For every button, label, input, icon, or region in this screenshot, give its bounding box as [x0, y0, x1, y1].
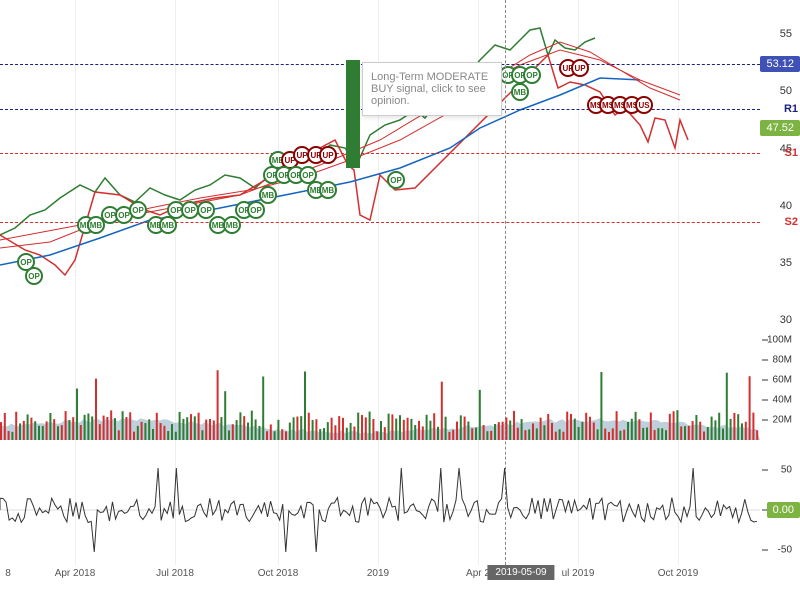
- signal-marker-up[interactable]: UP: [319, 146, 337, 164]
- time-tick: Apr 2018: [55, 568, 96, 579]
- oscillator-tick: 50: [781, 465, 792, 476]
- oscillator-chart[interactable]: [0, 460, 760, 560]
- volume-svg: [0, 340, 760, 440]
- signal-marker-mb[interactable]: MB: [223, 216, 241, 234]
- volume-axis: 100M80M60M40M20M: [760, 340, 800, 440]
- time-tick: Oct 2019: [658, 568, 699, 579]
- sma-blue: [0, 78, 640, 265]
- oscillator-axis: 500-50 0.00: [760, 460, 800, 560]
- volume-chart[interactable]: [0, 340, 760, 440]
- price-tick: 30: [780, 314, 792, 326]
- signal-marker-mb[interactable]: MB: [511, 83, 529, 101]
- price-tick: 35: [780, 257, 792, 269]
- level-line: [0, 153, 760, 154]
- signal-marker-op[interactable]: OP: [197, 201, 215, 219]
- time-axis: 8 Apr 2018 Jul 2018 Oct 2018 2019 Apr 2 ul 201…: [0, 568, 760, 598]
- signal-marker-up[interactable]: UP: [571, 59, 589, 77]
- volume-tick: 100M: [767, 335, 792, 346]
- signal-marker-op[interactable]: OP: [25, 267, 43, 285]
- price-axis: 303540455055 53.1247.52: [760, 0, 800, 320]
- volume-tick: 80M: [773, 355, 792, 366]
- level-label: S2: [785, 216, 798, 228]
- price-tick: 50: [780, 85, 792, 97]
- signal-marker-op[interactable]: OP: [247, 201, 265, 219]
- price-svg: [0, 0, 760, 320]
- volume-tick: 60M: [773, 375, 792, 386]
- signal-tooltip[interactable]: Long-Term MODERATE BUY signal, click to …: [362, 62, 502, 116]
- highlight-bar: [346, 60, 360, 168]
- crosshair-date: 2019-05-09: [495, 567, 546, 578]
- volume-tick: 40M: [773, 395, 792, 406]
- price-tag: 53.12: [760, 56, 800, 72]
- time-tick: ul 2019: [562, 568, 595, 579]
- oscillator-tick: -50: [778, 545, 792, 556]
- oscillator-value: 0.00: [773, 504, 794, 516]
- signal-marker-op[interactable]: OP: [523, 66, 541, 84]
- oscillator-value-tag: 0.00: [767, 502, 800, 518]
- time-tick: Apr 2: [466, 568, 490, 579]
- tooltip-text: Long-Term MODERATE BUY signal, click to …: [371, 71, 488, 107]
- signal-marker-mb[interactable]: MB: [259, 186, 277, 204]
- signal-marker-op[interactable]: OP: [129, 201, 147, 219]
- time-tick: 2019: [367, 568, 389, 579]
- time-tick: Oct 2018: [258, 568, 299, 579]
- time-tick: 8: [5, 568, 11, 579]
- time-tick: Jul 2018: [156, 568, 194, 579]
- signal-marker-op[interactable]: OP: [387, 171, 405, 189]
- signal-marker-mb[interactable]: MB: [319, 181, 337, 199]
- price-tick: 55: [780, 28, 792, 40]
- price-tag: 47.52: [760, 120, 800, 136]
- price-tick: 40: [780, 200, 792, 212]
- crosshair-date-tag: 2019-05-09: [487, 565, 554, 580]
- price-line-red: [0, 55, 688, 275]
- volume-tick: 20M: [773, 415, 792, 426]
- level-label: R1: [784, 103, 798, 115]
- price-chart[interactable]: OPOPMBMBOPOPOPMBMBOPOPOPMBMBOPOPMBMBUPUP…: [0, 0, 760, 320]
- oscillator-svg: [0, 460, 760, 560]
- level-label: S1: [785, 147, 798, 159]
- signal-marker-us[interactable]: US: [635, 96, 653, 114]
